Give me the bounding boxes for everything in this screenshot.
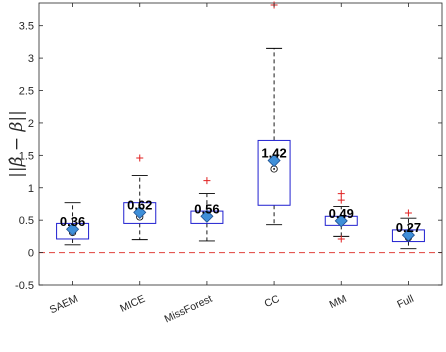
y-tick-label: 2	[28, 118, 34, 130]
mean-value-label: 0.27	[396, 220, 421, 235]
x-category-label: MissForest	[163, 293, 215, 326]
mean-value-label: 0.36	[60, 214, 85, 229]
outlier-marker	[337, 235, 345, 243]
mean-value-label: 0.62	[127, 197, 152, 212]
iqr-box	[257, 139, 291, 206]
box-full: 0.27	[391, 209, 425, 250]
median-dot	[273, 168, 275, 170]
y-axis-label: ||β̂ − β||	[7, 110, 27, 178]
x-category-label: MICE	[118, 293, 147, 315]
box-mm: 0.49	[324, 190, 358, 243]
y-tick-label: 3.5	[19, 21, 34, 33]
y-tick-label: 3	[28, 53, 34, 65]
box-missforest: 0.56	[190, 177, 224, 242]
box-mice: 0.62	[123, 154, 157, 241]
outlier-marker	[337, 196, 345, 204]
iqr-box	[123, 202, 157, 224]
mean-value-label: 0.56	[194, 201, 219, 216]
mean-marker	[200, 209, 214, 223]
mean-marker	[401, 228, 415, 242]
y-tick-label: 0.5	[19, 215, 34, 227]
mean-value-label: 0.49	[329, 206, 354, 221]
x-category-label: SAEM	[48, 293, 80, 316]
box-saem: 0.36	[56, 202, 90, 246]
box-cc: 1.42	[257, 1, 291, 226]
mean-marker	[334, 214, 348, 228]
x-category-label: Full	[395, 293, 415, 311]
mean-marker	[133, 205, 147, 219]
mean-marker	[267, 153, 281, 168]
mean-marker	[66, 222, 80, 236]
y-tick-label: 2.5	[19, 86, 34, 98]
outlier-marker	[136, 154, 144, 162]
outlier-marker	[203, 177, 211, 185]
x-category-label: CC	[263, 293, 282, 310]
mean-value-label: 1.42	[261, 146, 286, 161]
y-tick-label: -0.5	[15, 280, 34, 292]
outlier-marker	[404, 209, 412, 217]
y-tick-label: 1.5	[19, 150, 34, 162]
y-tick-label: 0	[28, 248, 34, 260]
outlier-marker	[337, 190, 345, 198]
x-category-label: MM	[328, 293, 349, 311]
y-tick-label: 1	[28, 183, 34, 195]
plot-area	[38, 2, 443, 286]
